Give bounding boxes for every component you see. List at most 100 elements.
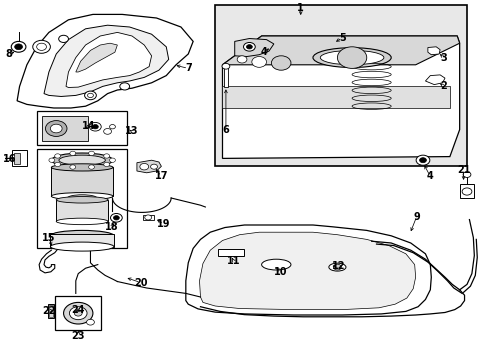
Polygon shape (199, 232, 415, 310)
Circle shape (237, 56, 246, 63)
Text: 1: 1 (297, 3, 304, 13)
Polygon shape (44, 25, 168, 96)
Circle shape (33, 40, 50, 53)
Text: 11: 11 (226, 256, 240, 266)
Polygon shape (17, 14, 193, 108)
Bar (50, 234, 114, 247)
Bar (48, 304, 54, 318)
Text: 14: 14 (82, 121, 96, 131)
Circle shape (113, 216, 119, 220)
Polygon shape (234, 39, 273, 57)
Circle shape (150, 164, 157, 169)
Circle shape (251, 57, 266, 67)
Circle shape (89, 122, 101, 131)
Text: 17: 17 (154, 171, 168, 181)
Polygon shape (66, 32, 151, 87)
Polygon shape (425, 75, 444, 85)
Text: 9: 9 (412, 212, 419, 222)
Polygon shape (137, 160, 161, 173)
Circle shape (140, 163, 148, 170)
Circle shape (88, 151, 94, 156)
Polygon shape (76, 43, 117, 72)
Circle shape (419, 158, 426, 163)
Polygon shape (222, 36, 459, 158)
Circle shape (59, 35, 68, 42)
Circle shape (15, 44, 22, 50)
Text: 8: 8 (5, 49, 12, 59)
Bar (50, 236, 114, 243)
Circle shape (63, 302, 93, 324)
Circle shape (222, 63, 229, 69)
Circle shape (243, 42, 255, 51)
Circle shape (109, 125, 115, 129)
Text: 2: 2 (440, 81, 447, 91)
Circle shape (74, 310, 82, 316)
Ellipse shape (328, 263, 345, 271)
Bar (37, 111, 127, 145)
Ellipse shape (59, 155, 105, 165)
Circle shape (103, 154, 109, 158)
Ellipse shape (50, 242, 114, 251)
Bar (12, 150, 27, 166)
Bar (49, 305, 53, 317)
Circle shape (461, 188, 471, 195)
Circle shape (69, 307, 87, 320)
Circle shape (87, 93, 93, 98)
Bar (142, 215, 153, 220)
Circle shape (55, 162, 61, 167)
Circle shape (109, 158, 115, 162)
Bar (217, 249, 244, 256)
Circle shape (70, 151, 76, 156)
Text: 3: 3 (440, 53, 447, 63)
Bar (224, 67, 227, 87)
Polygon shape (222, 36, 459, 65)
Circle shape (144, 215, 151, 220)
Text: 12: 12 (331, 261, 345, 271)
Polygon shape (222, 86, 449, 108)
Circle shape (110, 213, 122, 222)
Polygon shape (427, 47, 439, 55)
Text: 23: 23 (71, 330, 85, 341)
Bar (459, 184, 473, 198)
Text: 4: 4 (260, 47, 267, 57)
Bar (51, 167, 113, 196)
Text: 4: 4 (426, 171, 433, 181)
Text: 22: 22 (42, 306, 56, 316)
Text: 10: 10 (274, 267, 287, 277)
Circle shape (86, 319, 94, 325)
Text: 24: 24 (71, 305, 85, 315)
Text: 21: 21 (456, 165, 469, 175)
Circle shape (50, 124, 62, 133)
Bar (56, 200, 108, 221)
Circle shape (246, 45, 252, 49)
Ellipse shape (261, 259, 290, 270)
Text: 6: 6 (222, 125, 229, 135)
Text: 13: 13 (125, 126, 139, 136)
Text: 19: 19 (157, 219, 170, 229)
Text: 18: 18 (104, 222, 118, 232)
Circle shape (84, 91, 96, 100)
Ellipse shape (320, 50, 383, 65)
Text: 16: 16 (3, 154, 17, 164)
Text: 15: 15 (42, 233, 56, 243)
Ellipse shape (312, 48, 390, 68)
Circle shape (120, 83, 129, 90)
Circle shape (49, 158, 55, 162)
Polygon shape (185, 225, 430, 315)
Ellipse shape (51, 193, 113, 200)
Text: 7: 7 (184, 63, 191, 73)
Circle shape (333, 264, 341, 270)
Bar (215, 5, 466, 166)
Ellipse shape (50, 230, 114, 241)
Circle shape (337, 47, 366, 68)
Text: 20: 20 (134, 278, 147, 288)
Circle shape (55, 154, 61, 158)
Ellipse shape (50, 238, 114, 248)
Circle shape (11, 41, 26, 52)
Circle shape (271, 56, 290, 70)
Ellipse shape (51, 164, 113, 171)
Ellipse shape (67, 195, 97, 201)
Bar (41, 116, 88, 141)
Circle shape (45, 121, 67, 136)
Ellipse shape (56, 218, 108, 225)
